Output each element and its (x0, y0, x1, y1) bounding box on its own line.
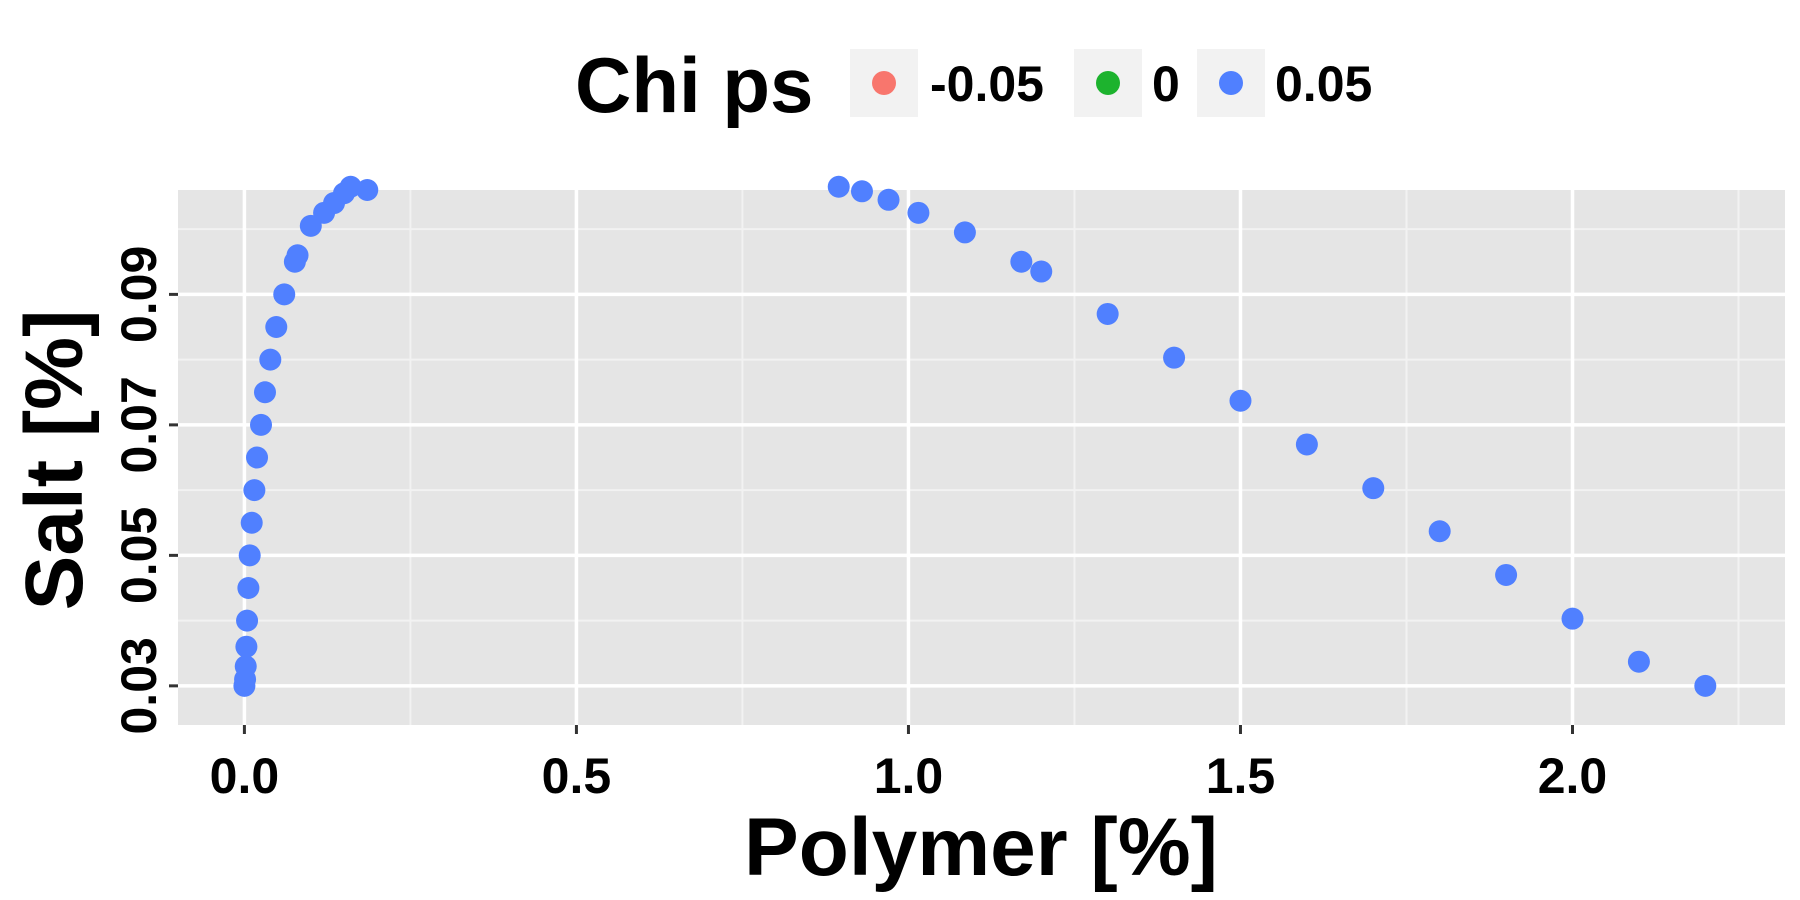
data-point (877, 188, 900, 211)
y-tick-label: 0.09 (111, 246, 167, 343)
data-point (1010, 250, 1033, 273)
plot-panel (178, 190, 1785, 725)
y-tick-label: 0.07 (111, 376, 167, 473)
y-tick-label: 0.05 (111, 507, 167, 604)
x-axis-title: Polymer [%] (744, 802, 1218, 893)
data-point (1096, 302, 1119, 325)
data-point (1428, 520, 1451, 543)
legend-label: 0.05 (1275, 56, 1372, 112)
data-point (1163, 346, 1186, 369)
data-point (246, 446, 269, 469)
data-point (234, 655, 257, 678)
data-point (1694, 674, 1717, 697)
data-point (1561, 607, 1584, 630)
data-point (953, 221, 976, 244)
y-tick-label: 0.03 (111, 637, 167, 734)
data-point (240, 511, 263, 534)
x-axis: 0.0 0.5 1.0 1.5 2.0 (210, 725, 1608, 804)
data-point (1229, 389, 1252, 412)
data-point (1362, 477, 1385, 500)
data-point (907, 201, 930, 224)
data-point (356, 179, 379, 201)
data-point (273, 283, 296, 306)
data-point (286, 244, 309, 267)
data-point (1495, 563, 1518, 586)
data-point (235, 635, 258, 658)
legend: Chi ps -0.05 0 0.05 (575, 41, 1372, 129)
data-point (236, 609, 259, 632)
legend-title: Chi ps (575, 41, 813, 129)
minor-gridlines (178, 190, 1785, 725)
data-point (1295, 433, 1318, 456)
x-tick-label: 1.5 (1206, 748, 1276, 804)
data-point (259, 348, 282, 371)
data-point (237, 576, 260, 599)
data-point (850, 180, 873, 203)
x-tick-label: 0.0 (210, 748, 280, 804)
x-tick-label: 0.5 (542, 748, 612, 804)
legend-swatch (1096, 71, 1120, 95)
legend-label: -0.05 (930, 56, 1044, 112)
data-point (1627, 650, 1650, 673)
data-point (265, 316, 288, 339)
data-point (238, 544, 261, 567)
data-point (339, 175, 362, 198)
legend-label: 0 (1152, 56, 1180, 112)
x-tick-label: 1.0 (874, 748, 944, 804)
legend-swatch (872, 71, 896, 95)
data-point (253, 381, 276, 404)
x-tick-label: 2.0 (1538, 748, 1608, 804)
y-axis-title: Salt [%] (9, 310, 100, 611)
data-point (243, 479, 266, 502)
data-point (250, 413, 273, 436)
data-points (233, 175, 1717, 697)
major-gridlines (178, 190, 1785, 725)
data-point (827, 175, 850, 198)
data-point (1030, 260, 1053, 283)
legend-swatch (1219, 71, 1243, 95)
y-axis: 0.03 0.05 0.07 0.09 (111, 246, 178, 735)
